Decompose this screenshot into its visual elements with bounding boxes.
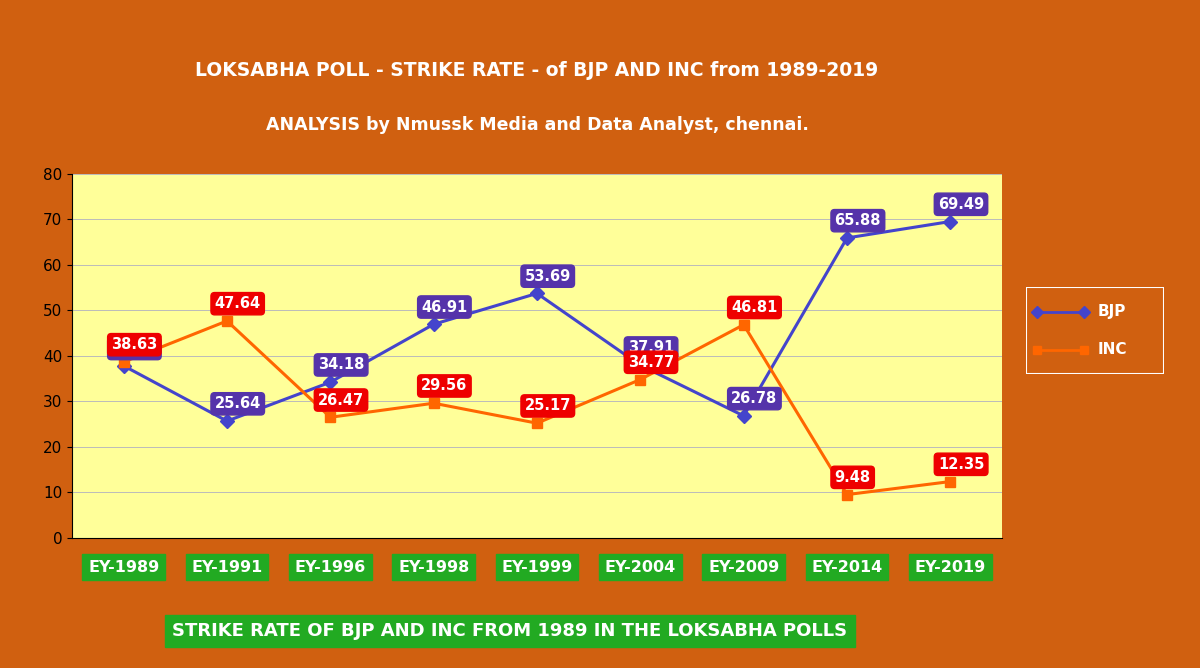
Text: 26.78: 26.78	[731, 391, 778, 406]
Text: 46.91: 46.91	[421, 299, 468, 315]
Text: EY-2019: EY-2019	[914, 560, 986, 574]
Text: 53.69: 53.69	[524, 269, 571, 284]
Text: BJP: BJP	[1098, 304, 1126, 319]
Text: 34.18: 34.18	[318, 357, 365, 373]
Text: 38.63: 38.63	[112, 337, 157, 352]
Text: EY-1996: EY-1996	[295, 560, 366, 574]
Text: EY-1989: EY-1989	[88, 560, 160, 574]
Text: EY-1991: EY-1991	[191, 560, 263, 574]
Text: 34.77: 34.77	[628, 355, 674, 370]
Text: 25.64: 25.64	[215, 396, 260, 411]
Text: EY-2004: EY-2004	[605, 560, 676, 574]
Text: 37.91: 37.91	[628, 341, 674, 355]
Text: 69.49: 69.49	[938, 197, 984, 212]
Text: 65.88: 65.88	[835, 213, 881, 228]
Text: 25.17: 25.17	[524, 398, 571, 413]
Text: 26.47: 26.47	[318, 393, 364, 407]
Text: 46.81: 46.81	[731, 300, 778, 315]
Text: STRIKE RATE OF BJP AND INC FROM 1989 IN THE LOKSABHA POLLS: STRIKE RATE OF BJP AND INC FROM 1989 IN …	[173, 622, 847, 640]
Text: LOKSABHA POLL - STRIKE RATE - of BJP AND INC from 1989-2019: LOKSABHA POLL - STRIKE RATE - of BJP AND…	[196, 61, 878, 80]
Text: 29.56: 29.56	[421, 379, 468, 393]
Text: 37.78: 37.78	[112, 341, 157, 356]
Text: EY-2014: EY-2014	[811, 560, 883, 574]
Text: 9.48: 9.48	[835, 470, 871, 485]
Text: INC: INC	[1098, 342, 1127, 357]
Text: 47.64: 47.64	[215, 296, 260, 311]
Text: EY-1999: EY-1999	[502, 560, 572, 574]
Text: 12.35: 12.35	[938, 457, 984, 472]
Text: EY-1998: EY-1998	[398, 560, 469, 574]
Text: ANALYSIS by Nmussk Media and Data Analyst, chennai.: ANALYSIS by Nmussk Media and Data Analys…	[265, 116, 809, 134]
Text: EY-2009: EY-2009	[708, 560, 779, 574]
